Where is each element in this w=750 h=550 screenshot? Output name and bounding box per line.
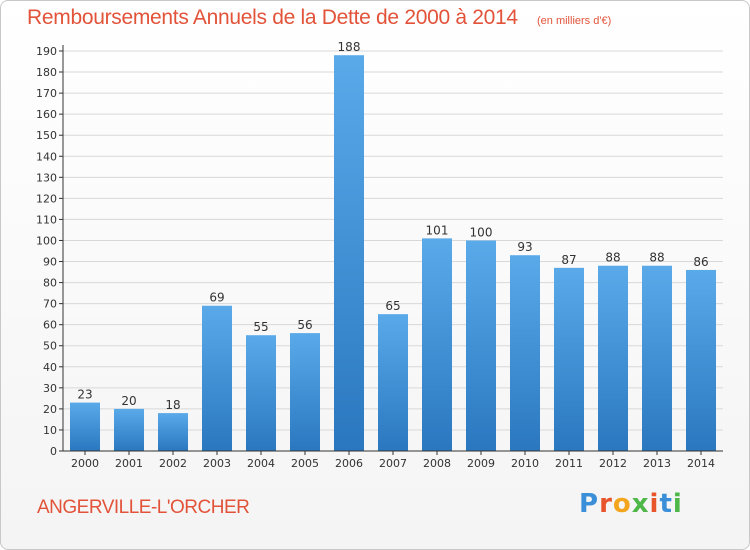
x-tick-label: 2008 bbox=[423, 457, 451, 470]
bar-value-label: 23 bbox=[77, 388, 92, 402]
y-tick-label: 20 bbox=[43, 403, 57, 416]
x-tick-label: 2014 bbox=[687, 457, 715, 470]
y-tick-label: 110 bbox=[36, 213, 57, 226]
x-tick-label: 2005 bbox=[291, 457, 319, 470]
logo-letter: o bbox=[612, 489, 632, 519]
y-tick-label: 130 bbox=[36, 171, 57, 184]
x-tick-label: 2011 bbox=[555, 457, 583, 470]
x-tick-label: 2013 bbox=[643, 457, 671, 470]
x-tick-label: 2003 bbox=[203, 457, 231, 470]
bar bbox=[334, 55, 364, 452]
bar-value-label: 88 bbox=[605, 251, 620, 265]
bar-value-label: 18 bbox=[165, 398, 180, 412]
y-tick-label: 80 bbox=[43, 277, 57, 290]
logo-letter: i bbox=[672, 489, 683, 519]
bar-value-label: 101 bbox=[426, 223, 449, 237]
y-tick-label: 170 bbox=[36, 87, 57, 100]
x-tick-label: 2000 bbox=[71, 457, 99, 470]
bar-value-label: 93 bbox=[517, 240, 532, 254]
bar bbox=[510, 255, 540, 451]
x-tick-label: 2006 bbox=[335, 457, 363, 470]
bar bbox=[290, 333, 320, 451]
bar bbox=[422, 238, 452, 451]
bar-value-label: 88 bbox=[649, 251, 664, 265]
bar bbox=[642, 265, 672, 451]
bar-value-label: 55 bbox=[253, 320, 268, 334]
logo-letter: r bbox=[599, 489, 613, 519]
bar bbox=[70, 402, 100, 451]
logo-letter: t bbox=[659, 489, 673, 519]
x-tick-label: 2001 bbox=[115, 457, 143, 470]
x-tick-label: 2010 bbox=[511, 457, 539, 470]
y-tick-label: 0 bbox=[50, 445, 57, 458]
bar bbox=[158, 413, 188, 451]
city-name: ANGERVILLE-L'ORCHER bbox=[37, 497, 250, 518]
chart-title: Remboursements Annuels de la Dette de 20… bbox=[27, 6, 518, 29]
x-tick-label: 2004 bbox=[247, 457, 275, 470]
bar bbox=[246, 335, 276, 451]
x-tick-label: 2007 bbox=[379, 457, 407, 470]
chart-unit: (en milliers d'€) bbox=[537, 15, 612, 27]
bar-value-label: 65 bbox=[385, 299, 400, 313]
y-tick-label: 140 bbox=[36, 150, 57, 163]
y-tick-label: 180 bbox=[36, 66, 57, 79]
bar-value-label: 100 bbox=[470, 225, 493, 239]
bar-value-label: 86 bbox=[693, 255, 708, 269]
bar bbox=[378, 314, 408, 451]
x-tick-label: 2002 bbox=[159, 457, 187, 470]
y-tick-label: 60 bbox=[43, 319, 57, 332]
y-tick-label: 90 bbox=[43, 256, 57, 269]
x-tick-label: 2012 bbox=[599, 457, 627, 470]
y-tick-label: 10 bbox=[43, 424, 57, 437]
y-tick-label: 190 bbox=[36, 45, 57, 58]
bar-value-label: 56 bbox=[297, 318, 312, 332]
y-tick-label: 150 bbox=[36, 129, 57, 142]
y-tick-label: 100 bbox=[36, 234, 57, 247]
y-tick-label: 70 bbox=[43, 298, 57, 311]
bar bbox=[114, 408, 144, 451]
bar-value-label: 87 bbox=[561, 253, 576, 267]
y-tick-label: 120 bbox=[36, 192, 57, 205]
bar-value-label: 20 bbox=[121, 394, 136, 408]
logo-letter: i bbox=[649, 489, 660, 519]
bar-value-label: 188 bbox=[338, 40, 361, 54]
x-tick-label: 2009 bbox=[467, 457, 495, 470]
y-tick-label: 50 bbox=[43, 340, 57, 353]
bar bbox=[466, 240, 496, 451]
y-tick-label: 30 bbox=[43, 382, 57, 395]
bar bbox=[686, 269, 716, 451]
y-tick-label: 40 bbox=[43, 361, 57, 374]
y-tick-label: 160 bbox=[36, 108, 57, 121]
bar bbox=[554, 267, 584, 451]
bar bbox=[598, 265, 628, 451]
bar bbox=[202, 305, 232, 451]
bar-value-label: 69 bbox=[209, 291, 224, 305]
logo-letter: x bbox=[631, 489, 650, 519]
proxiti-logo: Proxiti bbox=[579, 489, 683, 519]
logo-letter: P bbox=[579, 489, 600, 519]
